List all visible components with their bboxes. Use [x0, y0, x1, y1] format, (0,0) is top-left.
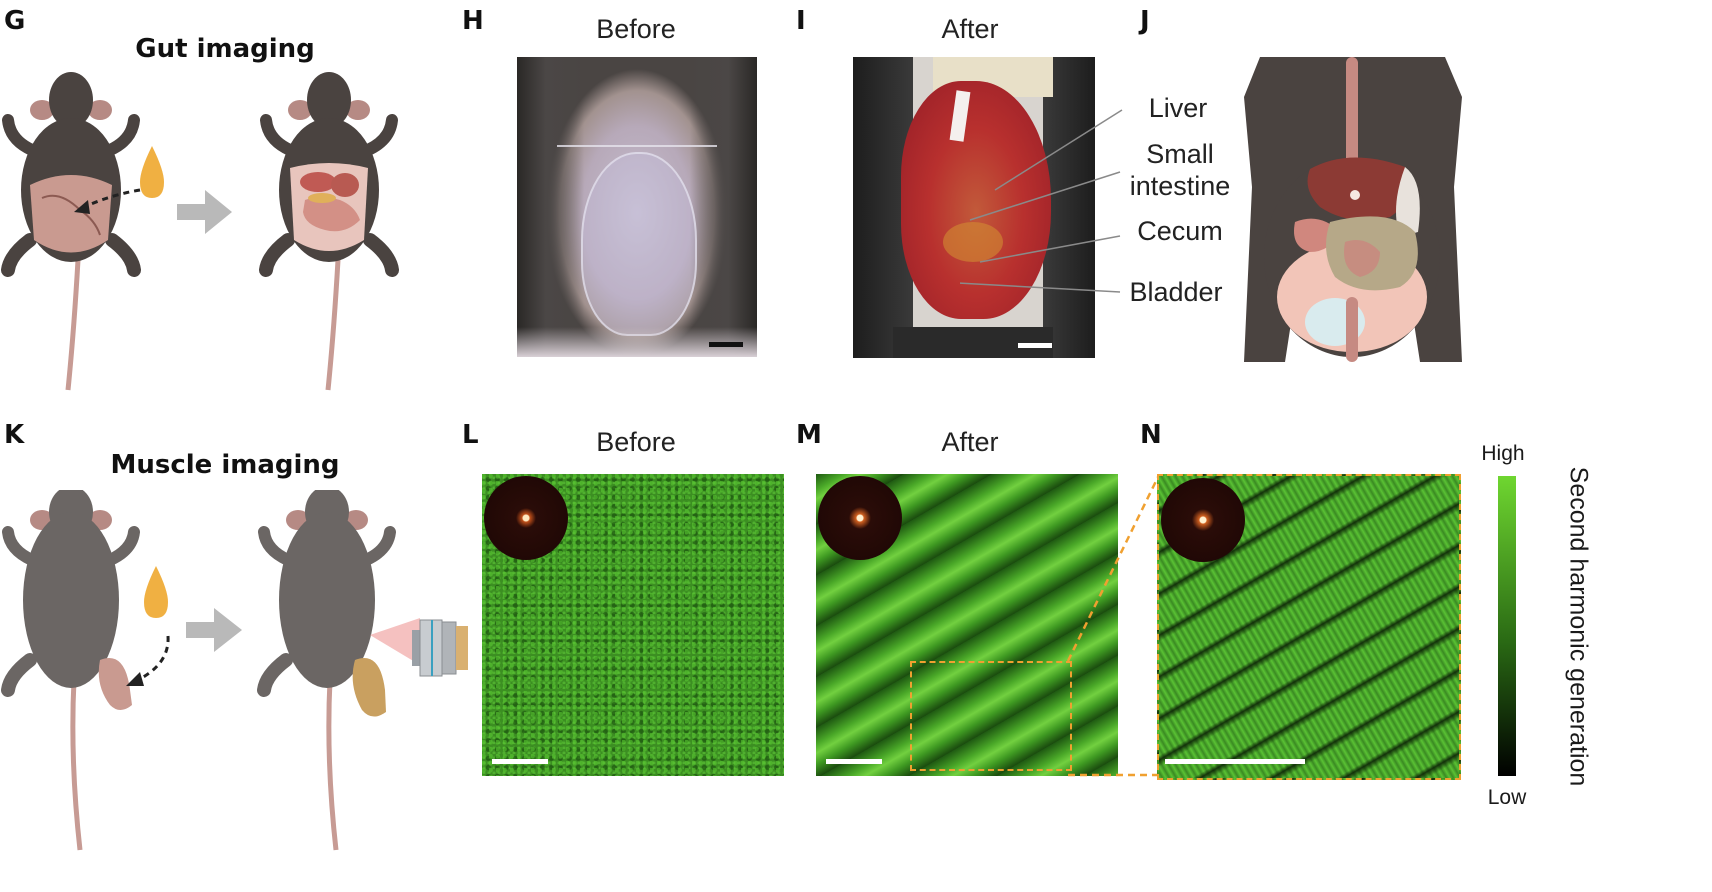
colorbar — [1498, 476, 1516, 776]
mouse-before-muscle-icon — [1, 490, 140, 851]
zoom-region-box — [910, 661, 1072, 771]
label-bladder: Bladder — [1129, 277, 1223, 307]
label-liver: Liver — [1148, 93, 1208, 123]
mouse-anatomy-illustration — [1244, 57, 1462, 362]
zoom-connector-lines — [1066, 476, 1160, 777]
shg-before-image — [482, 474, 784, 776]
muscle-imaging-title: Muscle imaging — [110, 450, 340, 480]
fft-inset — [484, 476, 568, 560]
panel-letter-h: H — [462, 6, 484, 36]
drop-icon — [144, 566, 168, 618]
colorbar-low-label: Low — [1487, 786, 1527, 809]
shg-zoom-image — [1157, 474, 1461, 780]
panel-h-title: Before — [596, 14, 676, 44]
fft-inset — [818, 476, 902, 560]
gray-arrow-icon — [177, 190, 232, 234]
panel-letter-j: J — [1140, 6, 1150, 36]
panel-letter-i: I — [796, 6, 806, 36]
scale-bar — [709, 342, 743, 347]
scale-bar — [1018, 343, 1052, 348]
objective-lens-icon — [412, 619, 468, 677]
scale-bar — [826, 759, 882, 764]
mouse-after-muscle-icon — [257, 490, 420, 851]
panel-letter-k: K — [4, 420, 25, 450]
fft-inset — [1161, 478, 1245, 562]
shg-after-image — [816, 474, 1118, 776]
panel-letter-n: N — [1140, 420, 1162, 450]
after-gut-photo — [853, 57, 1095, 358]
panel-l-title: Before — [596, 427, 676, 457]
panel-letter-l: L — [462, 420, 479, 450]
panel-letter-m: M — [796, 420, 822, 450]
panel-m-title: After — [941, 427, 999, 457]
gut-imaging-title: Gut imaging — [135, 34, 315, 64]
panel-letter-g: G — [4, 6, 26, 36]
mouse-after-gut-icon — [259, 72, 399, 391]
colorbar-high-label: High — [1481, 442, 1525, 465]
label-small: Small — [1146, 139, 1214, 169]
drop-icon — [140, 146, 164, 198]
panel-i-title: After — [941, 14, 999, 44]
label-intestine: intestine — [1129, 171, 1231, 201]
mouse-before-gut-icon — [1, 72, 141, 391]
gut-imaging-schematic — [1, 72, 399, 391]
muscle-imaging-schematic — [1, 490, 468, 851]
scale-bar — [492, 759, 548, 764]
organ-pointer-lines — [960, 109, 1123, 293]
before-gut-photo — [517, 57, 757, 357]
scale-bar — [1165, 759, 1305, 764]
label-cecum: Cecum — [1137, 216, 1223, 246]
gray-arrow-icon — [186, 608, 242, 652]
colorbar-axis-label: Second harmonic generation — [1564, 466, 1593, 787]
